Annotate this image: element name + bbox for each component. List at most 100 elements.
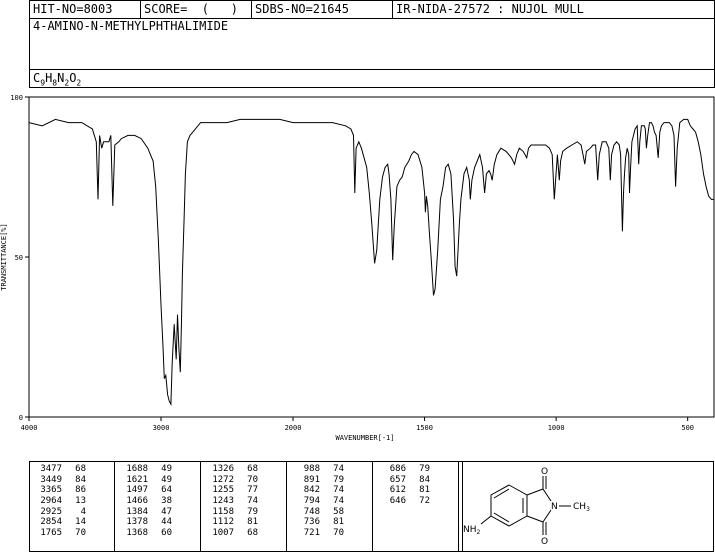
peak-row: 2854 14: [34, 517, 86, 528]
peak-row: 721 70: [292, 528, 344, 539]
x-axis-label: WAVENUMBER[-1]: [335, 434, 394, 442]
peak-wavenumber: 736: [303, 517, 320, 528]
peak-row: 3449 84: [34, 475, 86, 486]
peak-wavenumber: 3365: [40, 485, 62, 496]
aromatic-double-bond: [493, 488, 510, 499]
formula-h: H: [45, 71, 53, 85]
peak-row: 3477 68: [34, 464, 86, 475]
peak-row: 2964 13: [34, 496, 86, 507]
y-axis-label: TRANSMITTANCE[%]: [0, 223, 8, 290]
header-separator: [140, 1, 141, 18]
formula-c: C: [33, 71, 41, 85]
molecular-formula: C9H8N2O2: [33, 71, 81, 87]
peak-transmittance: 58: [333, 506, 344, 517]
peak-transmittance: 70: [333, 528, 344, 539]
x-tick-label: 2000: [285, 424, 302, 432]
peak-wavenumber: 1466: [126, 496, 148, 507]
peak-column: 3477 68 3449 84 3365 86 2964 13 2925 4 2854 14 1765 7…: [34, 464, 86, 551]
peak-wavenumber: 1621: [126, 474, 148, 485]
hit-number: HIT-NO=8003: [33, 2, 113, 16]
peak-table: 3477 68 3449 84 3365 86 2964 13 2925 4 2854 14 1765 7…: [29, 461, 463, 552]
peak-wavenumber: 1326: [212, 464, 234, 474]
peak-wavenumber: 686: [389, 464, 406, 474]
peak-row: 1384 47: [120, 507, 172, 518]
peak-wavenumber: 2925: [40, 506, 62, 517]
peak-transmittance: 14: [75, 517, 86, 528]
peak-wavenumber: 794: [303, 496, 320, 507]
peak-wavenumber: 1384: [126, 506, 148, 517]
peak-transmittance: 68: [247, 528, 258, 539]
y-tick-label: 50: [15, 254, 23, 262]
peak-wavenumber: 1255: [212, 485, 234, 496]
peak-row: 1621 49: [120, 475, 172, 486]
peak-column: 1326 68 1272 70 1255 77 1243 74 1158 79 1112 81 1007…: [206, 464, 258, 551]
peak-column: 686 79 657 84 612 81 646 72: [378, 464, 430, 551]
peak-row: 1007 68: [206, 528, 258, 539]
peak-row: 988 74: [292, 464, 344, 475]
peak-wavenumber: 842: [303, 485, 320, 496]
x-tick-label: 4000: [21, 424, 38, 432]
peak-transmittance: 74: [333, 496, 344, 507]
peak-transmittance: 77: [247, 485, 258, 496]
x-tick-label: 1500: [416, 424, 433, 432]
peak-transmittance: 44: [161, 517, 172, 528]
peak-row: 1378 44: [120, 517, 172, 528]
peak-row: 1497 64: [120, 485, 172, 496]
peak-row: 1158 79: [206, 507, 258, 518]
y-axis-ticks: 0 50 100: [10, 94, 29, 422]
peak-row: 1368 60: [120, 528, 172, 539]
x-tick-label: 1000: [548, 424, 565, 432]
peak-transmittance: 47: [161, 506, 172, 517]
peak-wavenumber: 1765: [40, 528, 62, 539]
c-n-bond: [542, 509, 552, 523]
x-axis-ticks: 4000 3000 2000 1500 1000 500: [21, 417, 694, 432]
peak-transmittance: 79: [247, 506, 258, 517]
peak-wavenumber: 1272: [212, 474, 234, 485]
peak-wavenumber: 1243: [212, 496, 234, 507]
formula-h-count: 8: [52, 78, 58, 88]
peak-wavenumber: 721: [303, 528, 320, 539]
benzene-ring: [490, 484, 528, 527]
peak-row: 748 58: [292, 507, 344, 518]
peak-row: 1255 77: [206, 485, 258, 496]
spectrum-line: [28, 118, 714, 407]
peak-row: 1326 68: [206, 464, 258, 475]
peak-transmittance: 74: [247, 496, 258, 507]
peak-column-separator: [372, 462, 373, 551]
peak-row: 612 81: [378, 485, 430, 496]
nitrogen-imide: N: [551, 502, 558, 512]
ir-spectrum-chart: 4000 3000 2000 1500 1000 500 0 50 100 WAVENUMBE…: [0, 94, 715, 442]
peak-wavenumber: 1378: [126, 517, 148, 528]
peak-transmittance: 84: [419, 474, 430, 485]
peak-wavenumber: 612: [389, 485, 406, 496]
peak-column-separator: [286, 462, 287, 551]
peak-wavenumber: 891: [303, 474, 320, 485]
header-rule: [30, 69, 714, 70]
peak-transmittance: 38: [161, 496, 172, 507]
peak-column: 988 74 891 79 842 74 794 74 748 58 736 81 721 70: [292, 464, 344, 551]
carbonyl-bond: [526, 515, 544, 523]
peak-wavenumber: 1688: [126, 464, 148, 474]
sdbs-number: SDBS-NO=21645: [255, 2, 349, 16]
peak-row: 3365 86: [34, 485, 86, 496]
peak-wavenumber: 988: [303, 464, 320, 474]
peak-column-separator: [200, 462, 201, 551]
peak-transmittance: 86: [75, 485, 86, 496]
peak-row: 1688 49: [120, 464, 172, 475]
peak-wavenumber: 1007: [212, 528, 234, 539]
header-separator: [392, 1, 393, 18]
peak-wavenumber: 1497: [126, 485, 148, 496]
score: SCORE= ( ): [144, 2, 238, 16]
peak-row: 646 72: [378, 496, 430, 507]
molecule-structure: O O N CH3 NH2: [463, 467, 590, 547]
peak-row: 736 81: [292, 517, 344, 528]
peak-transmittance: 79: [419, 464, 430, 474]
peak-transmittance: 49: [161, 464, 172, 474]
peak-transmittance: 81: [247, 517, 258, 528]
peak-column-separator: [114, 462, 115, 551]
ir-info: IR-NIDA-27572 : NUJOL MULL: [396, 2, 584, 16]
peak-row: 686 79: [378, 464, 430, 475]
peak-row: 891 79: [292, 475, 344, 486]
peak-row: 657 84: [378, 475, 430, 486]
amine-group: NH2: [463, 525, 481, 536]
